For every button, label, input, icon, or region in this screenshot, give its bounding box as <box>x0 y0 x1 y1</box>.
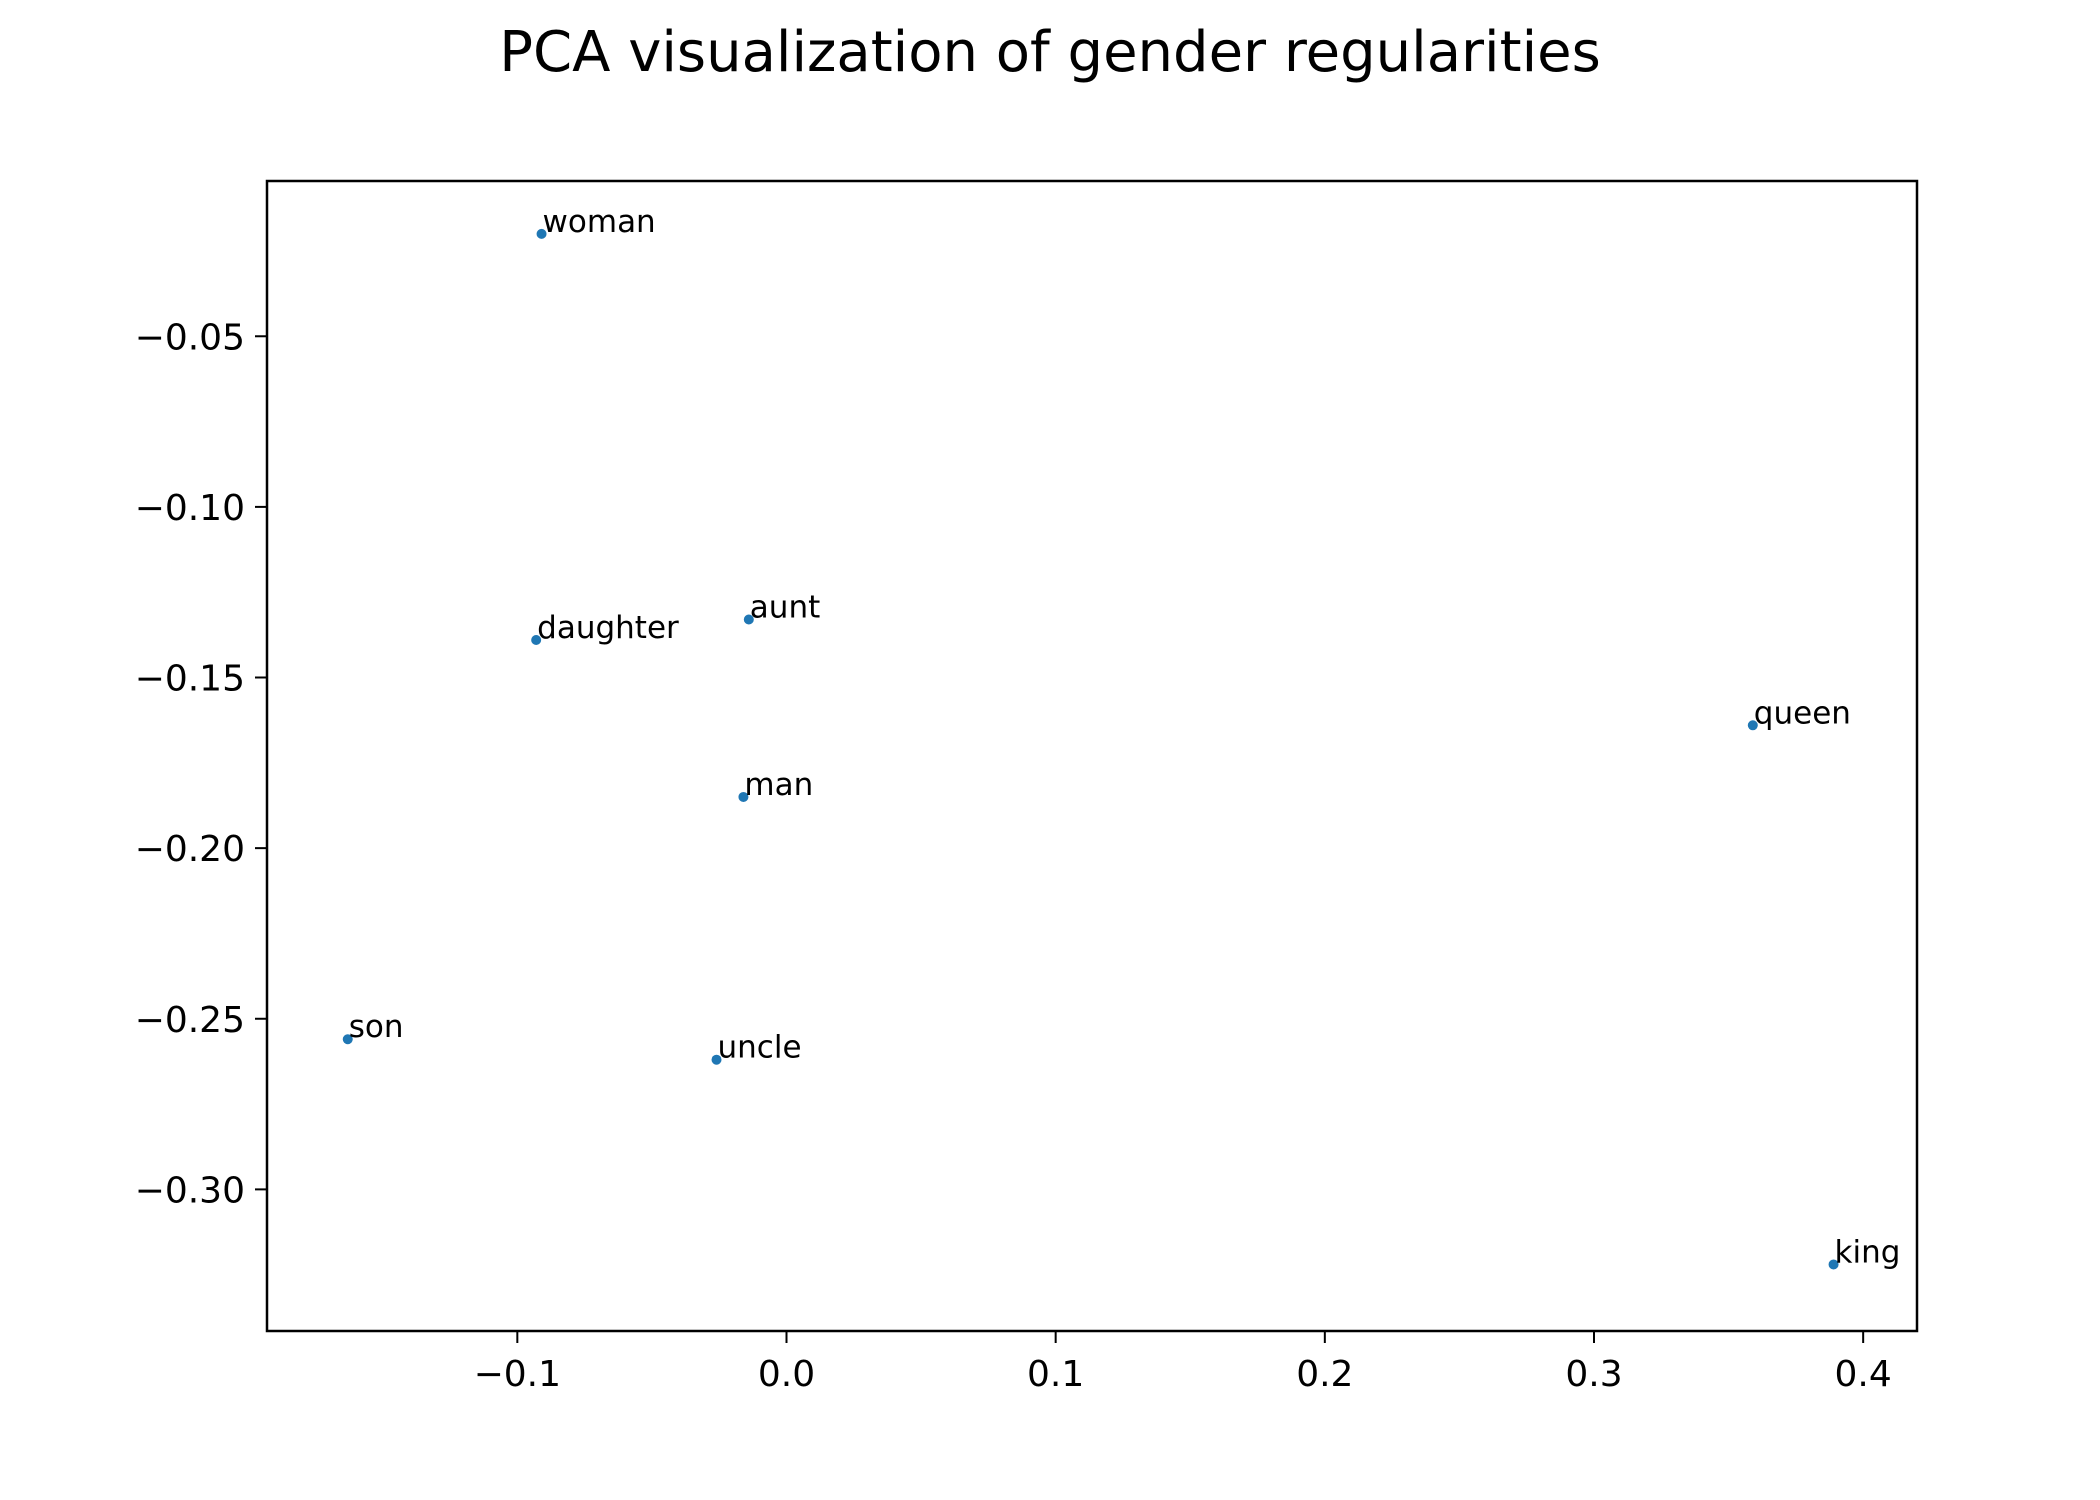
x-tick-label: −0.1 <box>474 1354 561 1395</box>
point-marker <box>342 1034 353 1045</box>
chart-title: PCA visualization of gender regularities <box>499 20 1601 85</box>
y-tick-label: −0.15 <box>135 659 245 700</box>
point-marker <box>1828 1259 1839 1270</box>
point-label: queen <box>1754 695 1851 731</box>
point-marker <box>1747 720 1758 731</box>
y-tick-label: −0.25 <box>135 1000 245 1041</box>
x-tick-label: 0.4 <box>1835 1354 1892 1395</box>
point-label: woman <box>543 204 656 240</box>
plot-frame <box>265 179 1919 1333</box>
scatter-point-man: man <box>738 767 813 803</box>
point-label: man <box>744 767 813 803</box>
y-tick-label: −0.20 <box>135 829 245 870</box>
point-marker <box>743 614 754 625</box>
x-tick-label: 0.2 <box>1296 1354 1353 1395</box>
y-tick-label: −0.10 <box>135 488 245 529</box>
scatter-point-woman: woman <box>536 204 656 240</box>
point-label: aunt <box>750 590 820 626</box>
point-label: uncle <box>718 1030 802 1066</box>
data-points: woman daughter aunt man queen son uncle king <box>342 204 1901 1270</box>
point-marker <box>738 791 749 802</box>
point-label: daughter <box>537 610 679 646</box>
scatter-point-daughter: daughter <box>531 610 679 646</box>
point-marker <box>531 634 542 645</box>
x-tick-label: 0.0 <box>758 1354 815 1395</box>
x-tick-label: 0.3 <box>1565 1354 1622 1395</box>
scatter-point-uncle: uncle <box>711 1030 802 1066</box>
scatter-point-king: king <box>1828 1234 1901 1270</box>
y-tick-label: −0.05 <box>135 317 245 358</box>
axis-ticks: −0.1 0.0 0.1 0.2 0.3 0.4 −0.05 −0.10 −0.15 −0.20 −… <box>135 317 1892 1395</box>
x-tick-label: 0.1 <box>1027 1354 1084 1395</box>
point-marker <box>536 228 547 239</box>
scatter-point-queen: queen <box>1747 695 1851 731</box>
point-label: son <box>349 1009 404 1045</box>
point-marker <box>711 1054 722 1065</box>
point-label: king <box>1835 1234 1901 1270</box>
scatter-point-aunt: aunt <box>743 590 820 626</box>
scatter-point-son: son <box>342 1009 404 1045</box>
y-tick-label: −0.30 <box>135 1170 245 1211</box>
